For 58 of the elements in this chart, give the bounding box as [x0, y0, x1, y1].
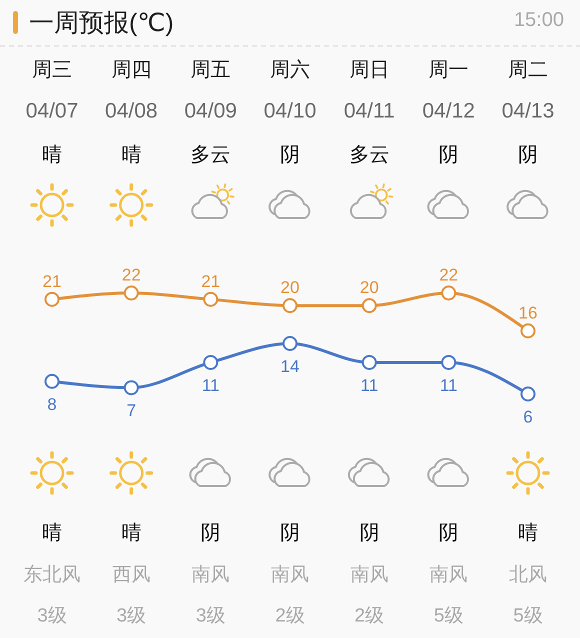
- data-label: 11: [360, 376, 378, 395]
- annotation: 04/10: [264, 100, 316, 122]
- annotation: 04/08: [105, 100, 158, 122]
- annotation: 东北风: [24, 564, 80, 586]
- category: 周三: [32, 59, 72, 81]
- annotation: 晴: [42, 522, 62, 544]
- category: 周日: [349, 59, 390, 81]
- annotation: 晴: [121, 144, 142, 166]
- category: 周五: [190, 59, 231, 81]
- data-label: 21: [201, 272, 220, 291]
- annotation: 晴: [42, 144, 62, 166]
- annotation: 3级: [196, 606, 226, 626]
- data-label: 14: [280, 357, 300, 376]
- data-label: 8: [47, 394, 57, 414]
- annotation: 南风: [430, 564, 468, 586]
- annotation: 西风: [112, 564, 150, 586]
- data-label: 20: [360, 278, 379, 298]
- data-label: 21: [42, 272, 62, 291]
- data-label: 7: [126, 401, 136, 420]
- annotation: 晴: [121, 522, 142, 544]
- data-label: 22: [122, 266, 141, 284]
- annotation: 南风: [271, 564, 309, 586]
- annotation: 阴: [518, 144, 538, 166]
- annotation: 04/07: [26, 100, 78, 122]
- category: 周二: [508, 59, 548, 81]
- annotation: 5级: [513, 606, 543, 626]
- category: 周一: [428, 59, 469, 81]
- annotation: 晴: [518, 522, 538, 544]
- data-label: 16: [518, 303, 538, 322]
- category: 周六: [270, 59, 310, 81]
- data-label: 20: [280, 278, 300, 298]
- annotation: 阴: [438, 522, 459, 544]
- title: 一周预报(℃): [29, 9, 174, 37]
- category: 周四: [111, 59, 152, 81]
- annotation: 多云: [190, 144, 231, 166]
- annotation: 阴: [200, 522, 221, 544]
- annotation: 南风: [192, 564, 230, 586]
- annotation: 多云: [349, 144, 390, 166]
- annotation: 04/09: [184, 100, 237, 122]
- annotation: 3级: [116, 606, 146, 626]
- subtitle: 15:00: [514, 9, 564, 31]
- annotation: 北风: [509, 564, 547, 586]
- annotation: 阴: [280, 144, 300, 166]
- annotation: 阴: [438, 144, 459, 166]
- annotation: 04/13: [502, 100, 554, 122]
- annotation: 3级: [37, 606, 67, 626]
- annotation: 5级: [434, 606, 464, 626]
- data-label: 6: [523, 408, 533, 426]
- data-label: 11: [440, 376, 458, 395]
- annotation: 阴: [359, 522, 380, 544]
- data-label: 11: [202, 376, 220, 395]
- annotation: 阴: [280, 522, 300, 544]
- annotation: 2级: [275, 606, 305, 626]
- annotation: 04/12: [422, 100, 475, 122]
- annotation: 04/11: [344, 100, 395, 122]
- data-label: 22: [439, 266, 458, 284]
- annotation: 南风: [350, 564, 388, 586]
- annotation: 2级: [354, 606, 384, 626]
